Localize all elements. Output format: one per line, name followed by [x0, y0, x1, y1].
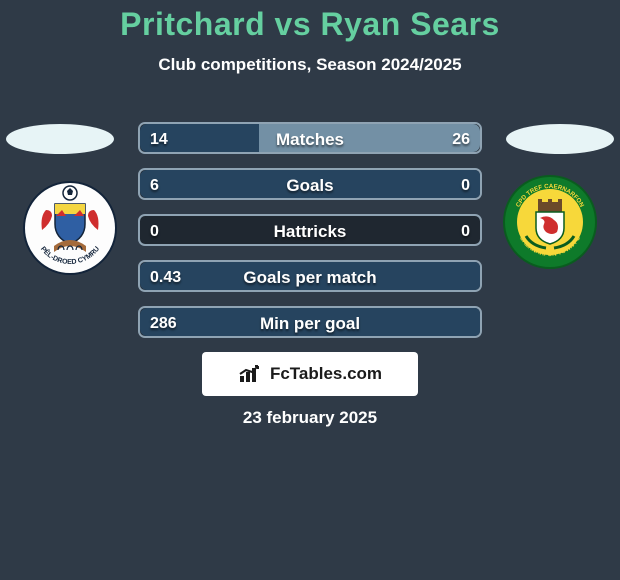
- club-crest-left-icon: PÊL-DROED CYMRU: [22, 180, 118, 276]
- stat-value-left: 0: [140, 216, 169, 244]
- club-badge-left: PÊL-DROED CYMRU: [22, 180, 118, 276]
- stat-value-right: 26: [442, 124, 480, 152]
- stat-row-matches: Matches14 26: [138, 122, 482, 154]
- stat-value-left: 286: [140, 308, 187, 336]
- stat-label: Hattricks: [140, 216, 480, 244]
- club-crest-right-icon: CPD TREF CAERNARFON CAERNARFON TOWN FC: [502, 174, 598, 270]
- comparison-bars: Matches1426Goals60Hattricks00Goals per m…: [138, 122, 482, 352]
- comparison-card: Pritchard vs Ryan Sears Club competition…: [0, 0, 620, 580]
- fctables-logo-text: FcTables.com: [270, 364, 382, 384]
- stat-label: Min per goal: [140, 308, 480, 336]
- page-title: Pritchard vs Ryan Sears: [0, 0, 620, 43]
- stat-label: Matches: [140, 124, 480, 152]
- stat-row-goals-per-match: Goals per match0.43: [138, 260, 482, 292]
- stat-value-left: 14: [140, 124, 178, 152]
- stat-row-min-per-goal: Min per goal286: [138, 306, 482, 338]
- player-avatar-right: [506, 124, 614, 154]
- stat-value-right: 0: [451, 170, 480, 198]
- bar-chart-icon: [238, 364, 266, 384]
- player-avatar-left: [6, 124, 114, 154]
- stat-row-hattricks: Hattricks0 0: [138, 214, 482, 246]
- club-badge-right: CPD TREF CAERNARFON CAERNARFON TOWN FC: [502, 174, 598, 270]
- stat-value-left: 6: [140, 170, 169, 198]
- fctables-logo: FcTables.com: [202, 352, 418, 396]
- stat-value-left: 0.43: [140, 262, 191, 290]
- stat-value-right: 0: [451, 216, 480, 244]
- page-subtitle: Club competitions, Season 2024/2025: [0, 55, 620, 75]
- stat-row-goals: Goals6 0: [138, 168, 482, 200]
- footer-date: 23 february 2025: [0, 408, 620, 428]
- stat-label: Goals: [140, 170, 480, 198]
